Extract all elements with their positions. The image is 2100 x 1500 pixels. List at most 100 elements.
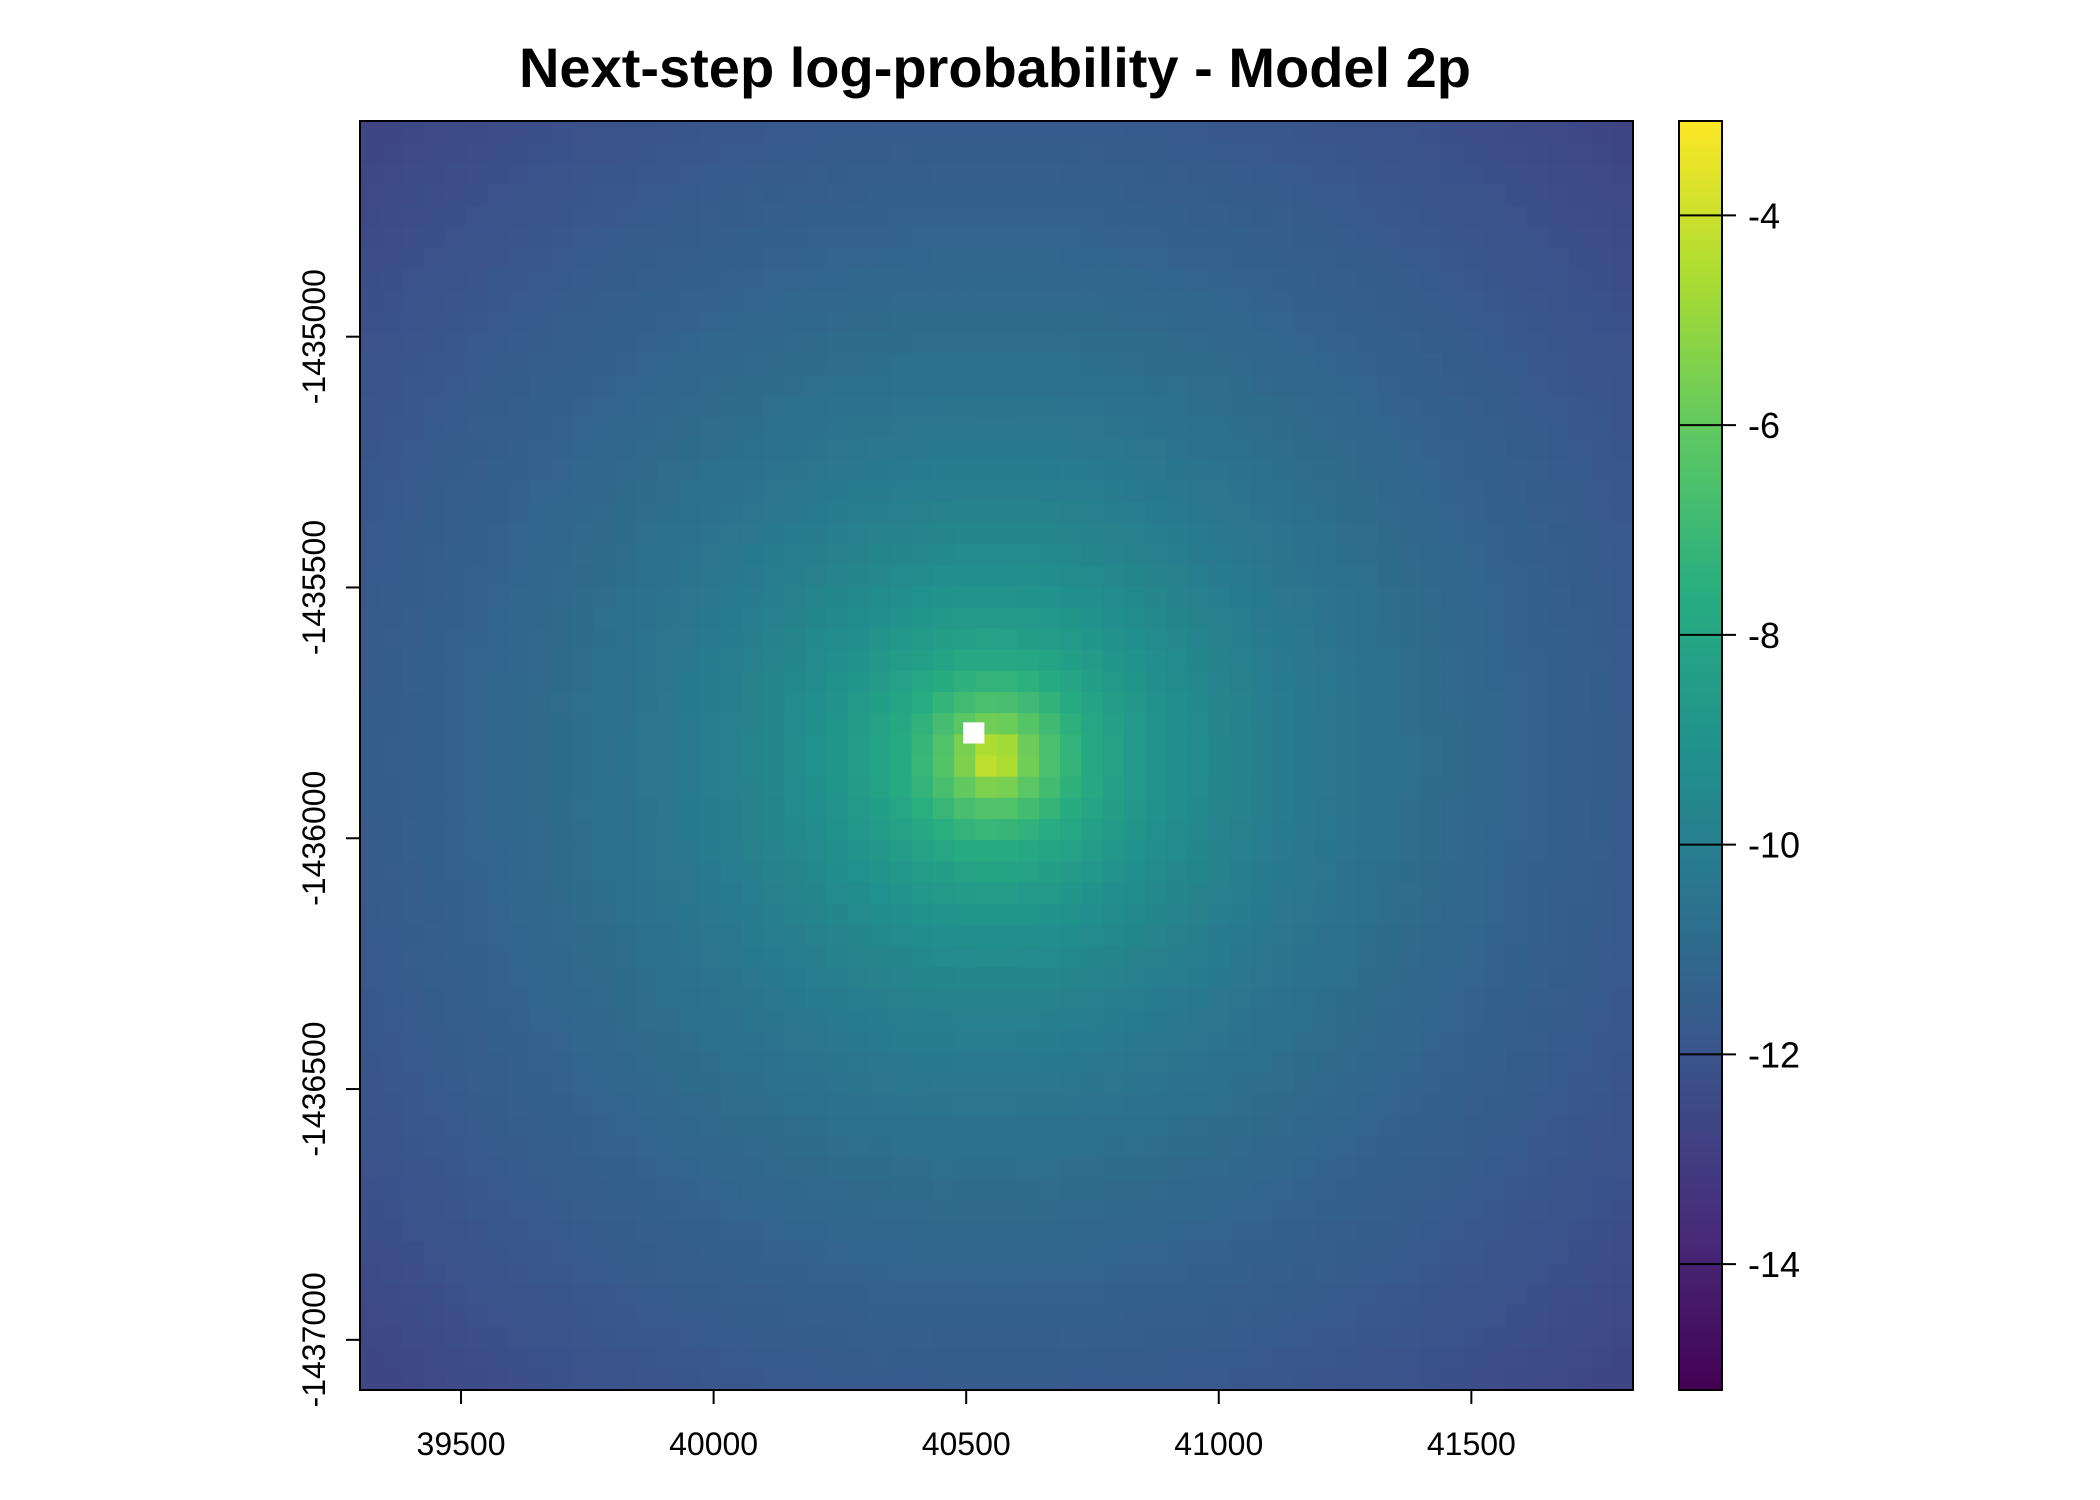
heatmap-cell [1526, 607, 1549, 630]
heatmap-cell [954, 417, 976, 439]
heatmap-cell [657, 184, 679, 207]
heatmap-cell [381, 840, 404, 862]
heatmap-cell [826, 1220, 849, 1243]
heatmap-cell [1569, 226, 1592, 249]
heatmap-cell [890, 607, 913, 630]
heatmap-cell [1335, 903, 1358, 926]
heatmap-cell [1548, 1072, 1570, 1095]
heatmap-cell [423, 1072, 446, 1095]
heatmap-cell [678, 1368, 701, 1391]
heatmap-cell [1357, 1178, 1379, 1201]
heatmap-cell [593, 544, 616, 566]
heatmap-cell [869, 290, 892, 312]
heatmap-cell [1314, 861, 1337, 883]
heatmap-cell [847, 459, 870, 482]
heatmap-cell [1208, 818, 1231, 841]
heatmap-cell [847, 395, 870, 418]
heatmap-cell [720, 184, 743, 207]
heatmap-cell [805, 818, 828, 841]
heatmap-cell [593, 1136, 616, 1158]
heatmap-cell [508, 459, 531, 482]
heatmap-cell [911, 374, 934, 397]
heatmap-cell [572, 121, 594, 143]
heatmap-cell [996, 353, 1019, 376]
heatmap-cell [529, 1199, 552, 1222]
heatmap-cell [911, 776, 934, 799]
heatmap-cell [444, 988, 467, 1010]
heatmap-cell [529, 818, 552, 841]
heatmap-cell [635, 459, 658, 482]
heatmap-cell [550, 818, 573, 841]
heatmap-cell [996, 988, 1019, 1010]
heatmap-cell [657, 417, 679, 439]
heatmap-cell [932, 586, 955, 609]
heatmap-cell [1357, 226, 1379, 249]
heatmap-cell [932, 1178, 955, 1201]
heatmap-cell [1208, 205, 1231, 228]
heatmap-cell [1399, 776, 1422, 799]
heatmap-cell [402, 184, 425, 207]
heatmap-cell [1038, 861, 1061, 883]
x-axis: 39500 40000 40500 41000 41500 [417, 1390, 1516, 1462]
heatmap-cell [1484, 1284, 1507, 1306]
heatmap-cell [1484, 649, 1507, 672]
heatmap-cell [1166, 776, 1189, 799]
heatmap-cell [1590, 734, 1613, 757]
heatmap-cell [381, 163, 404, 186]
heatmap-cell [1335, 1115, 1358, 1137]
heatmap-cell [1420, 1241, 1443, 1264]
heatmap-cell [635, 311, 658, 334]
heatmap-cell [423, 544, 446, 566]
heatmap-cell [1399, 1326, 1422, 1349]
heatmap-cell [954, 1136, 976, 1158]
heatmap-cell [466, 417, 488, 439]
heatmap-cell [1611, 924, 1634, 947]
heatmap-cell [954, 1305, 976, 1328]
heatmap-cell [614, 670, 637, 693]
heatmap-cell [402, 142, 425, 164]
heatmap-cell [1166, 247, 1189, 270]
heatmap-cell [826, 734, 849, 757]
heatmap-cell [1357, 142, 1379, 164]
heatmap-cell [614, 818, 637, 841]
heatmap-cell [508, 438, 531, 460]
heatmap-cell [975, 290, 998, 312]
heatmap-cell [1038, 353, 1061, 376]
heatmap-cell [975, 797, 998, 820]
heatmap-cell [741, 459, 764, 482]
heatmap-cell [423, 1326, 446, 1349]
heatmap-cell [763, 480, 785, 503]
heatmap-cell [784, 438, 807, 460]
heatmap-cell [1060, 1326, 1082, 1349]
heatmap-cell [805, 586, 828, 609]
heatmap-cell [1187, 184, 1210, 207]
heatmap-cell [805, 924, 828, 947]
heatmap-cell [550, 459, 573, 482]
heatmap-cell [1420, 247, 1443, 270]
heatmap-cell [1505, 734, 1528, 757]
heatmap-cell [720, 840, 743, 862]
heatmap-cell [1081, 163, 1104, 186]
heatmap-cell [1505, 861, 1528, 883]
heatmap-cell [1378, 1072, 1401, 1095]
heatmap-cell [1526, 311, 1549, 334]
heatmap-cell [1102, 374, 1125, 397]
heatmap-cell [529, 417, 552, 439]
heatmap-cell [784, 628, 807, 651]
heatmap-cell [1548, 353, 1570, 376]
heatmap-cell [1357, 544, 1379, 566]
heatmap-cell [1590, 184, 1613, 207]
heatmap-cell [741, 544, 764, 566]
heatmap-cell [954, 142, 976, 164]
heatmap-cell [614, 290, 637, 312]
heatmap-cell [1017, 776, 1040, 799]
heatmap-cell [890, 395, 913, 418]
heatmap-cell [1102, 776, 1125, 799]
heatmap-cell [572, 522, 594, 545]
heatmap-cell [1017, 670, 1040, 693]
heatmap-cell [1399, 1030, 1422, 1053]
heatmap-cell [720, 1284, 743, 1306]
heatmap-cell [1399, 374, 1422, 397]
heatmap-cell [1548, 374, 1570, 397]
heatmap-cell [444, 1157, 467, 1180]
